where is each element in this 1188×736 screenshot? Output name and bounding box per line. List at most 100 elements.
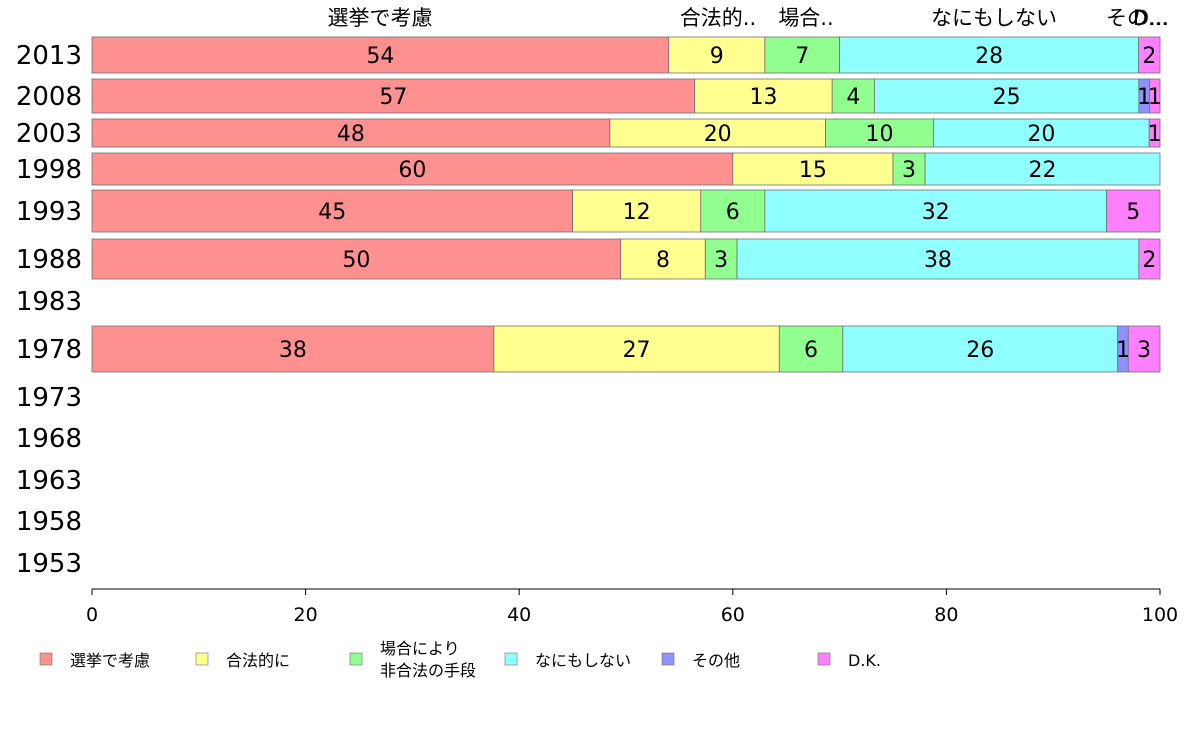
bar-2013-series-3 [839,36,1140,74]
top-series-label-2: 場合.. [778,6,833,30]
data-label-2003-series-2: 10 [866,122,894,147]
bar-1993-series-1 [572,189,702,233]
data-label-1978-series-1: 27 [623,338,651,363]
data-label-2003-series-5: 1 [1148,122,1162,147]
data-label-1978-series-4: 1 [1116,338,1130,363]
data-label-2008-series-2: 4 [846,85,860,110]
category-label-1953: 1953 [16,549,82,579]
bar-2008-series-5 [1149,78,1161,114]
series-top-labels: 選挙で考慮 合法的.. 場合.. なにもしない その...D... [328,6,1170,30]
data-label-1998-series-0: 60 [398,158,426,183]
data-label-1993-series-0: 45 [318,200,346,225]
data-label-2013-series-1: 9 [710,44,724,69]
data-label-2003-series-3: 20 [1027,122,1055,147]
bar-2013-series-1 [668,36,766,74]
category-label-1998: 1998 [16,155,82,185]
bar-1993-series-3 [764,189,1108,233]
top-series-label-3: なにもしない [931,6,1057,30]
category-label-1988: 1988 [16,245,82,275]
top-series-label-4: その... [1106,6,1168,30]
bars-layer [91,36,1161,373]
category-label-1973: 1973 [16,383,82,413]
data-label-1978-series-5: 3 [1137,338,1151,363]
x-tick-label-0: 0 [86,604,98,626]
data-label-1978-series-0: 38 [279,338,307,363]
x-tick-label-40: 40 [507,604,531,626]
bar-2003-series-0 [91,118,611,148]
data-label-1988-series-0: 50 [342,248,370,273]
bar-2008-series-1 [694,78,833,114]
bar-2003-series-3 [933,118,1150,148]
top-series-label-1: 合法的.. [680,6,756,30]
bar-1978-series-5 [1127,325,1161,373]
category-label-1983: 1983 [16,287,82,317]
bar-1978-series-1 [493,325,780,373]
data-label-1988-series-3: 38 [924,248,952,273]
bar-1988-series-3 [736,238,1140,280]
legend-swatch-5 [817,652,831,666]
legend-label-4: その他 [692,651,740,670]
category-label-1958: 1958 [16,507,82,537]
legend-label-3: なにもしない [535,651,631,670]
bar-2003-series-1 [609,118,826,148]
category-label-1978: 1978 [16,335,82,365]
bar-1998-series-0 [91,152,734,186]
data-label-1993-series-3: 32 [922,200,950,225]
legend-label-1: 合法的に [226,651,290,670]
data-label-2013-series-2: 7 [795,44,809,69]
data-label-2003-series-1: 20 [704,122,732,147]
category-labels: 2013 2008 2003 1998 1993 1988 1983 1978 1973 1968… [16,41,82,579]
data-label-2013-series-0: 54 [366,44,394,69]
category-label-1993: 1993 [16,197,82,227]
x-axis: 0 20 40 60 80 100 [86,588,1178,626]
bar-2013-series-0 [91,36,670,74]
bar-1978-series-0 [91,325,495,373]
bar-1998-series-1 [732,152,894,186]
x-tick-label-20: 20 [294,604,318,626]
data-label-1998-series-2: 3 [902,158,916,183]
legend-swatch-2 [349,652,363,666]
legend-label-5: D.K. [848,651,881,670]
data-label-2003-series-0: 48 [337,122,365,147]
data-label-1988-series-2: 3 [714,248,728,273]
data-label-2008-series-5: 1 [1148,85,1162,110]
category-label-1968: 1968 [16,424,82,454]
data-label-2008-series-4: 1 [1137,85,1151,110]
data-label-1988-series-5: 2 [1142,248,1156,273]
top-series-label-0: 選挙で考慮 [328,6,433,30]
legend-swatch-0 [39,652,53,666]
legend-swatch-4 [661,652,675,666]
bar-1988-series-2 [704,238,738,280]
bar-2013-series-5 [1138,36,1161,74]
legend-label-2-line-0: 場合により [380,639,460,658]
category-label-2003: 2003 [16,119,82,149]
category-label-2008: 2008 [16,82,82,112]
legend-swatch-1 [195,652,209,666]
data-label-1993-series-5: 5 [1126,200,1140,225]
bar-1998-series-3 [924,152,1161,186]
legend-swatch-3 [504,652,518,666]
data-label-2008-series-1: 13 [749,85,777,110]
data-label-1993-series-1: 12 [623,200,651,225]
data-label-1978-series-3: 26 [966,338,994,363]
data-label-1998-series-3: 22 [1029,158,1057,183]
x-tick-label-100: 100 [1142,604,1178,626]
data-label-1978-series-2: 6 [804,338,818,363]
bar-1998-series-2 [892,152,926,186]
legend-label-0: 選挙で考慮 [70,651,150,670]
bar-1993-series-0 [91,189,574,233]
data-label-2013-series-3: 28 [975,44,1003,69]
legend-label-2-line-1: 非合法の手段 [380,661,476,680]
top-series-label-5: D... [1133,6,1169,30]
bar-1988-series-1 [620,238,706,280]
bar-1988-series-5 [1138,238,1161,280]
bar-1993-series-5 [1106,189,1161,233]
category-label-1963: 1963 [16,466,82,496]
bar-2008-series-0 [91,78,696,114]
data-label-1998-series-1: 15 [799,158,827,183]
data-label-2008-series-0: 57 [379,85,407,110]
bar-2013-series-2 [764,36,841,74]
